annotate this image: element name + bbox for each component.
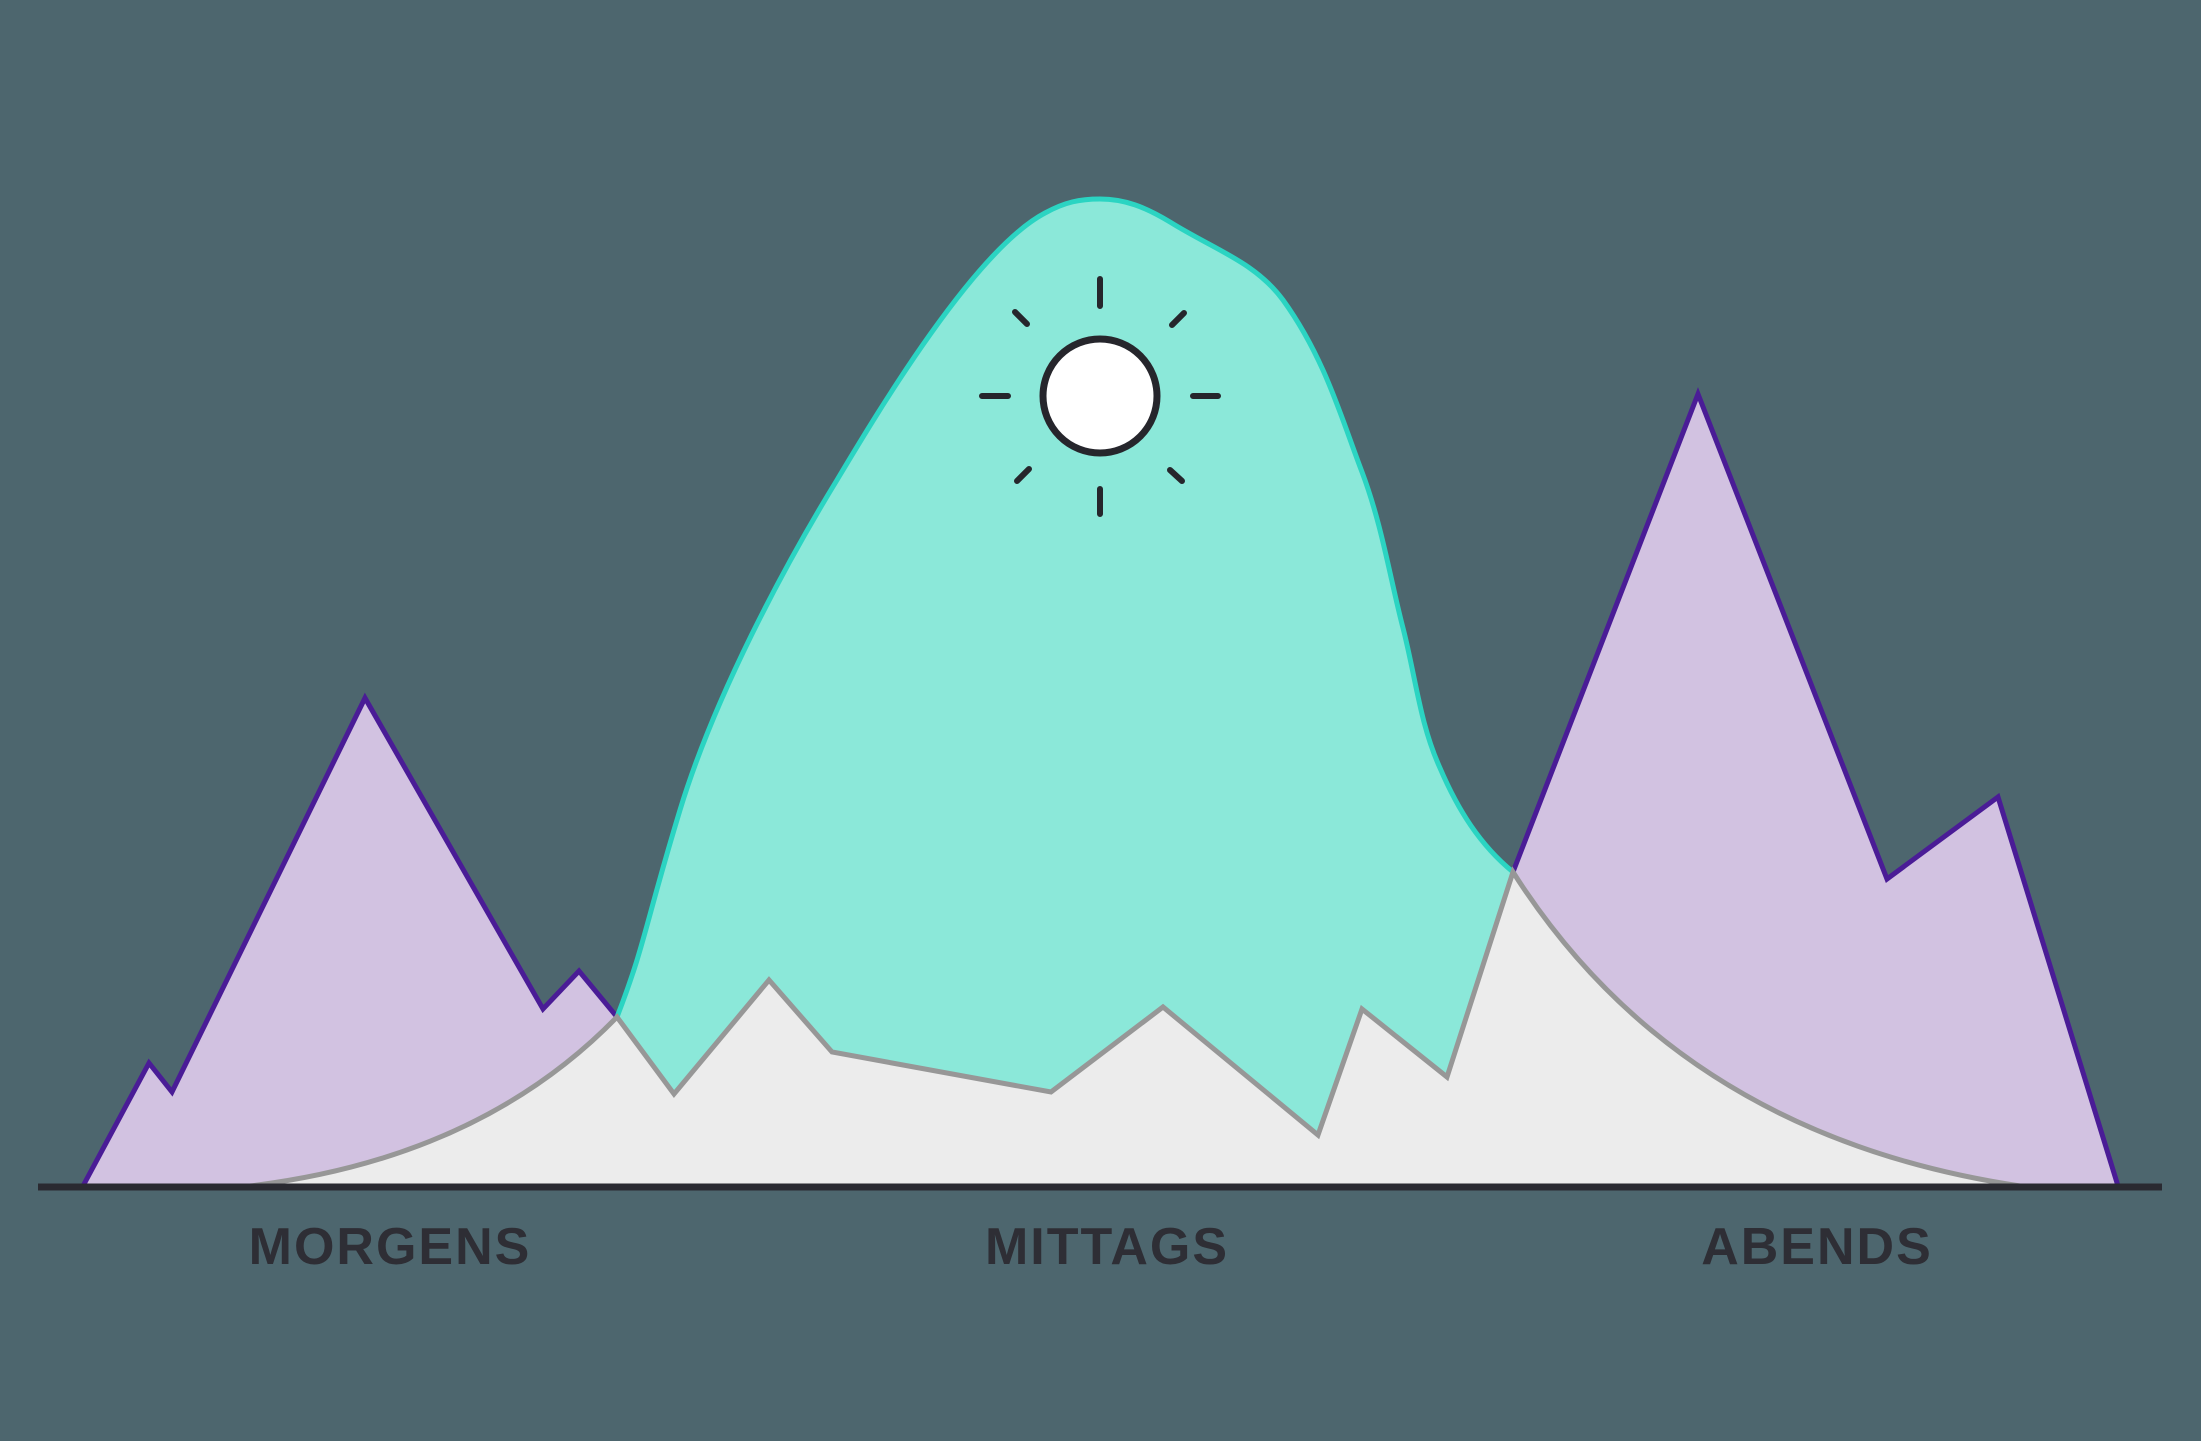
axis-label-midday: MITTAGS [985, 1218, 1229, 1276]
sun-disc [1039, 335, 1161, 457]
area-background-range [249, 866, 2021, 1189]
sun-icon [979, 276, 1221, 517]
axis-label-morning: MORGENS [249, 1218, 532, 1276]
area-midday-bell [517, 196, 1698, 1189]
sun-rays [979, 276, 1221, 517]
axis-label-evening: ABENDS [1701, 1218, 1933, 1276]
